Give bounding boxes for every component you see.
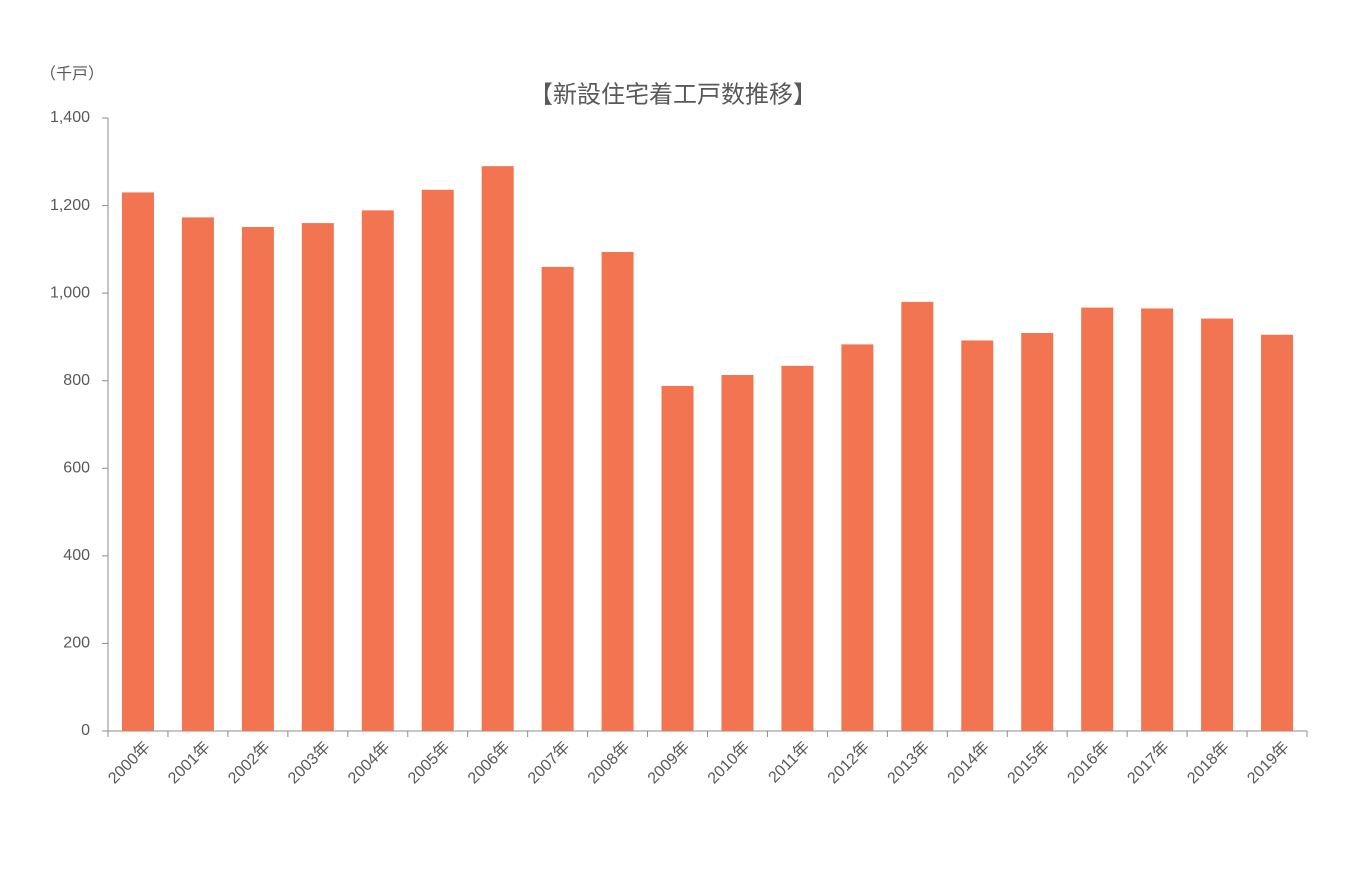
x-tick-label: 2008年 [584, 738, 633, 787]
bar [181, 217, 214, 732]
x-tick-label: 2006年 [464, 738, 513, 787]
chart-title: 【新設住宅着工戸数推移】 [529, 81, 817, 108]
y-tick-label: 200 [63, 635, 90, 652]
x-tick-label: 2007年 [524, 738, 573, 787]
x-tick-label: 2018年 [1184, 738, 1233, 787]
bar [1081, 307, 1114, 731]
bar [1021, 332, 1054, 731]
x-tick-label: 2011年 [765, 738, 813, 786]
bar [1201, 318, 1234, 731]
x-tick-label: 2012年 [824, 738, 873, 787]
bar [601, 251, 634, 731]
bar [661, 385, 694, 731]
bar [481, 166, 514, 731]
y-tick-label: 0 [81, 722, 90, 739]
bar [841, 344, 874, 731]
bar [1141, 308, 1174, 731]
y-tick-label: 800 [63, 372, 90, 389]
x-tick-label: 2003年 [284, 738, 333, 787]
bar [1261, 334, 1294, 731]
y-tick-label: 600 [63, 460, 90, 477]
bar [541, 266, 574, 731]
x-tick-label: 2009年 [644, 738, 693, 787]
x-tick-label: 2016年 [1064, 738, 1113, 787]
y-tick-label: 1,400 [50, 109, 90, 126]
x-tick-label: 2001年 [165, 738, 214, 787]
x-tick-label: 2019年 [1244, 738, 1293, 787]
bar [121, 192, 154, 731]
y-unit-label: （千戸） [40, 65, 104, 83]
x-tick-label: 2015年 [1004, 738, 1053, 787]
x-tick-label: 2013年 [884, 738, 933, 787]
x-tick-label: 2005年 [404, 738, 453, 787]
bar [781, 365, 814, 731]
y-tick-label: 1,200 [50, 197, 90, 214]
bar [301, 223, 334, 732]
x-tick-label: 2004年 [344, 738, 393, 787]
x-tick-label: 2017年 [1124, 738, 1173, 787]
bar [241, 227, 274, 731]
x-tick-label: 2010年 [704, 738, 753, 787]
x-tick-label: 2002年 [224, 738, 273, 787]
bar [361, 210, 394, 731]
y-tick-label: 400 [63, 547, 90, 564]
bar [421, 189, 454, 731]
bar [961, 340, 994, 731]
bar [721, 375, 754, 731]
y-tick-label: 1,000 [50, 284, 90, 301]
x-tick-label: 2014年 [944, 738, 993, 787]
x-tick-label: 2000年 [105, 738, 154, 787]
bar [901, 301, 934, 731]
